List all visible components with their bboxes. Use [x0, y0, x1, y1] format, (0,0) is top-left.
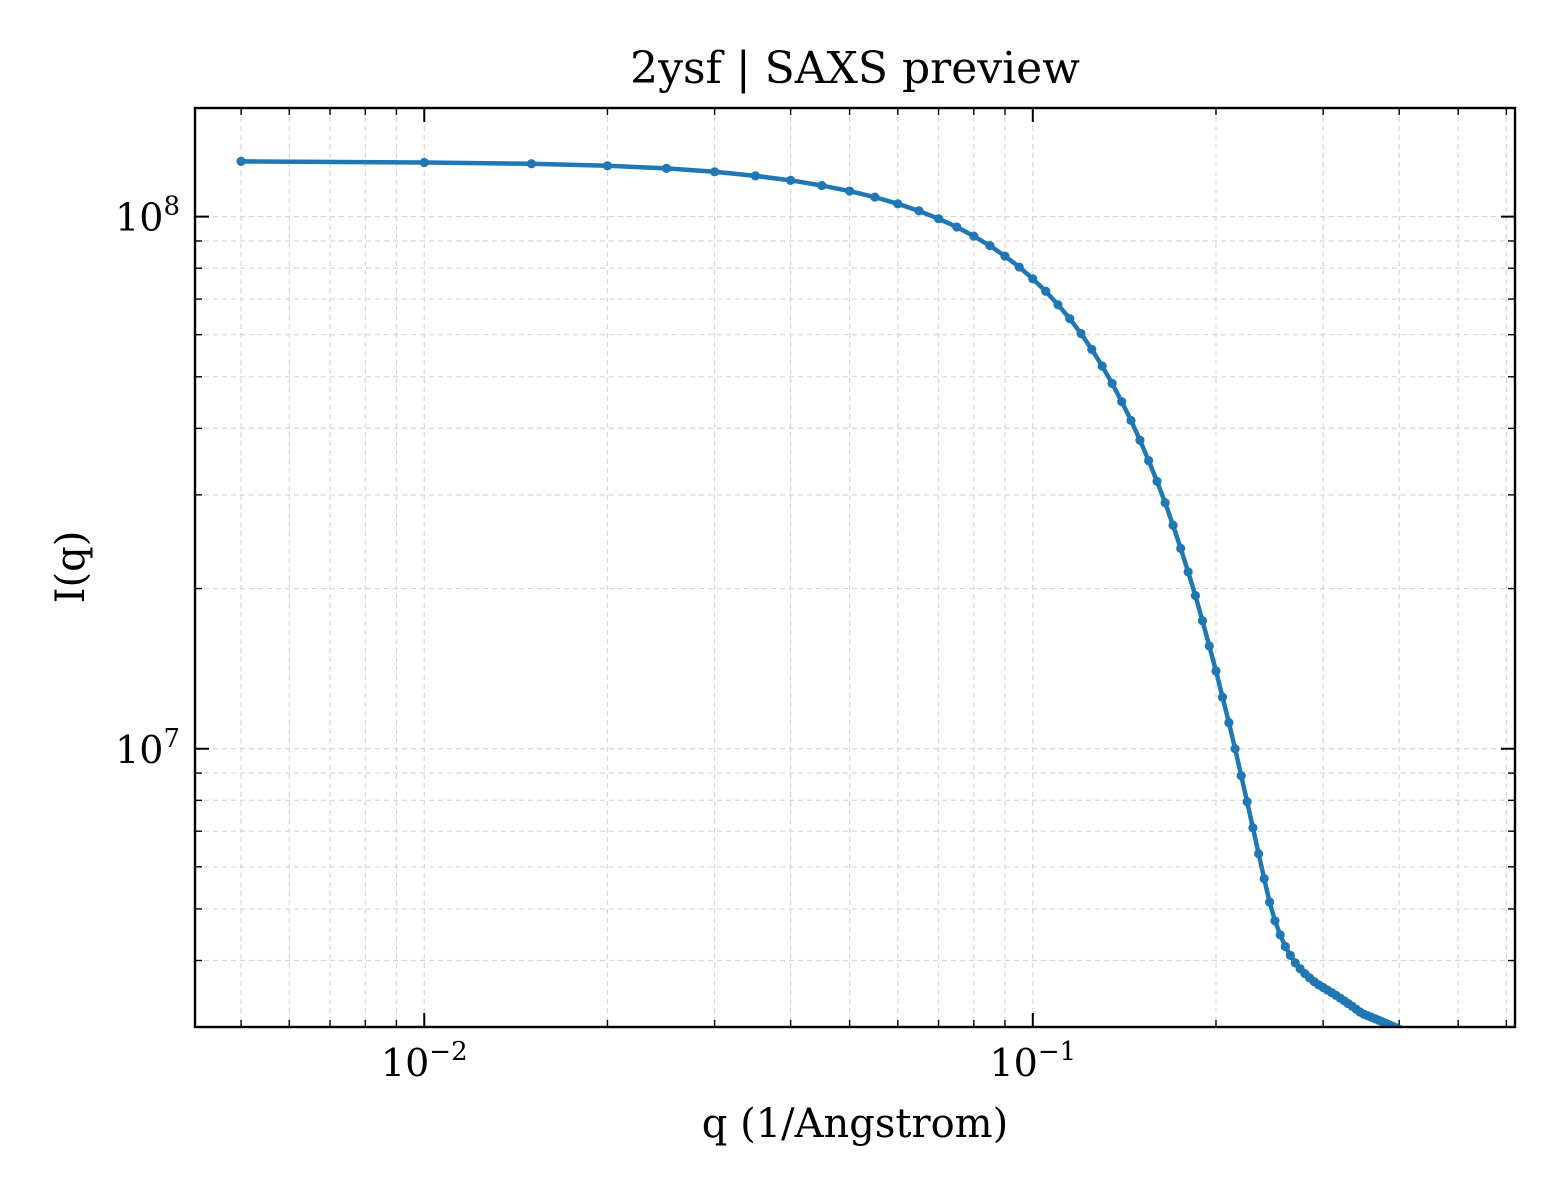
data-point [1254, 849, 1264, 859]
data-point [1285, 950, 1295, 960]
data-point [845, 186, 855, 196]
data-point [1230, 744, 1240, 754]
data-point [1204, 641, 1214, 651]
data-point [1265, 897, 1275, 907]
data-point [1087, 344, 1097, 354]
data-point [952, 222, 962, 232]
data-point [870, 192, 880, 202]
data-point [1183, 567, 1193, 577]
data-point [1275, 930, 1285, 940]
data-point [933, 214, 944, 224]
data-point [1168, 520, 1178, 530]
data-point [1224, 717, 1234, 728]
data-point [236, 156, 246, 166]
data-point [817, 180, 827, 191]
y-tick-label: 108 [115, 192, 180, 240]
data-point [1126, 415, 1136, 426]
plot-frame [193, 106, 1517, 1029]
x-tick-label: 10−1 [989, 1037, 1076, 1085]
data-point [1259, 874, 1269, 884]
y-tick-label: 107 [115, 724, 180, 772]
grid [195, 108, 1515, 1028]
data-point [1117, 397, 1127, 407]
data-point [1217, 692, 1228, 702]
data-point [661, 163, 672, 173]
data-point [1160, 498, 1170, 508]
data-point [1135, 435, 1145, 445]
data-point [1014, 262, 1024, 272]
data-point [1107, 378, 1117, 388]
data-point [1176, 543, 1186, 553]
data-point [710, 167, 720, 177]
data-point [1144, 455, 1154, 466]
data-point [1242, 797, 1252, 807]
data-point [1097, 361, 1107, 371]
data-point [893, 199, 903, 209]
y-axis-label: I(q) [48, 531, 94, 604]
data-point [602, 161, 613, 171]
x-tick-label: 10−2 [381, 1037, 468, 1085]
data-point [1152, 476, 1162, 486]
data-point [1000, 251, 1010, 261]
data-point [526, 159, 537, 169]
data-point [1270, 916, 1280, 926]
data-point [1248, 823, 1258, 833]
data-point [1053, 300, 1063, 310]
data-point [1190, 591, 1200, 601]
series-layer [236, 156, 1405, 1027]
data-point [1041, 286, 1051, 296]
data-point [1028, 274, 1038, 284]
data-point [1236, 771, 1246, 781]
tick-labels: 10−2 10−1 107 108 [115, 192, 1076, 1085]
data-point [985, 241, 995, 251]
x-axis-label: q (1/Angstrom) [702, 1101, 1008, 1147]
data-point [969, 231, 979, 241]
chart-title: 2ysf | SAXS preview [630, 43, 1080, 94]
series-line [241, 159, 1400, 1027]
data-point [914, 206, 924, 216]
data-point [1197, 616, 1208, 626]
data-point [1211, 666, 1221, 676]
data-point [750, 171, 760, 181]
data-point [1065, 314, 1075, 324]
data-point [1076, 328, 1086, 339]
data-point [419, 157, 429, 168]
data-point [786, 175, 796, 185]
data-point [1280, 941, 1290, 952]
